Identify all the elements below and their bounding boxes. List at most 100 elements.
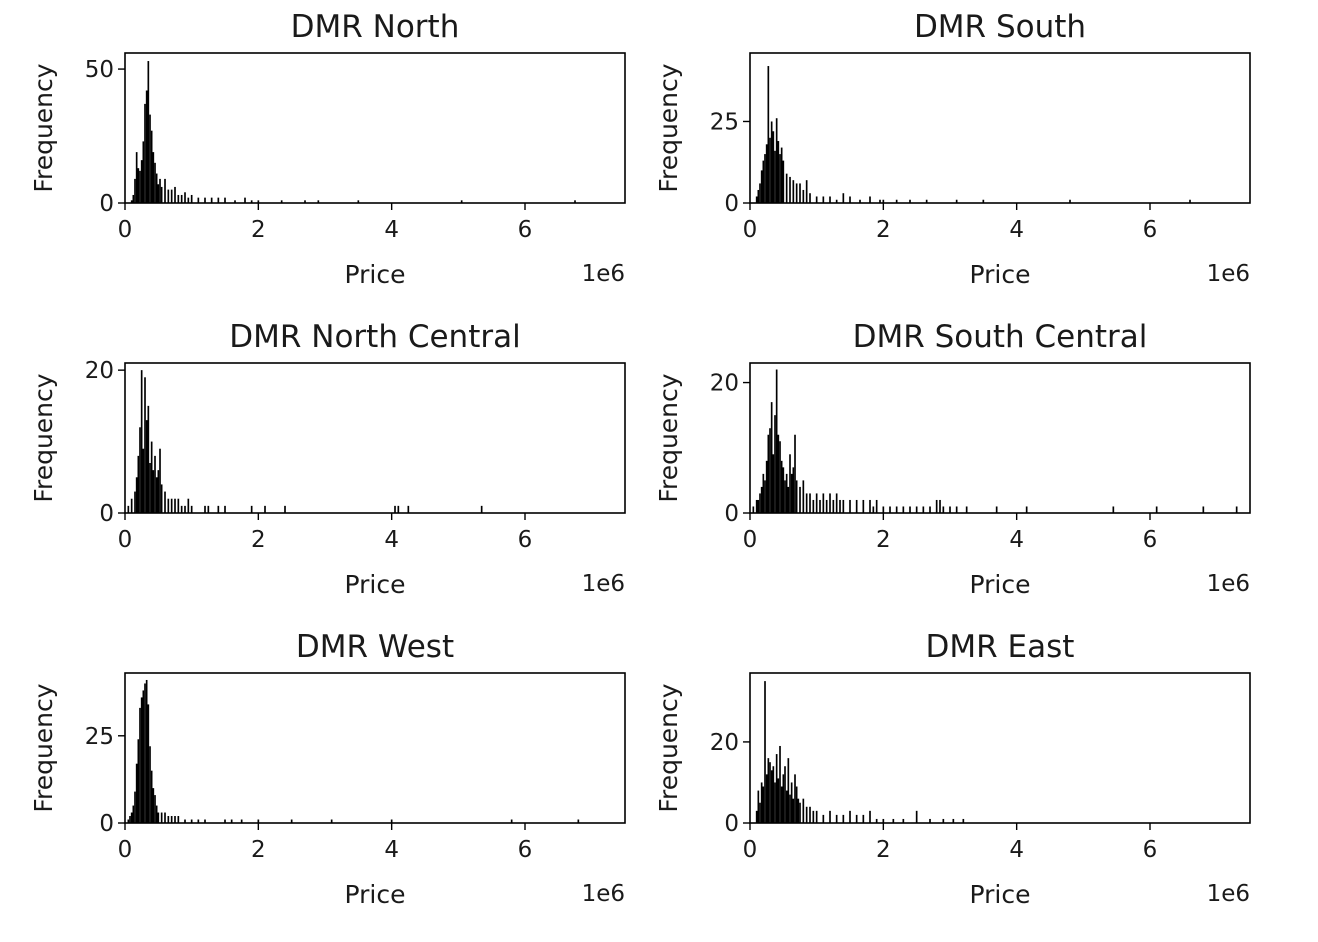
histogram-bar (925, 199, 928, 203)
histogram-bar (779, 441, 781, 513)
chart-panel: 0 2 4 6 0 25 DMR West Price 1e6 Frequency (29, 629, 626, 909)
histogram-bar (147, 704, 150, 823)
x-tick-label: 4 (1009, 837, 1024, 863)
histogram-bar (909, 506, 911, 513)
x-tick-label: 0 (743, 837, 758, 863)
x-tick-label: 4 (384, 217, 399, 243)
x-tick-label: 0 (118, 217, 133, 243)
histogram-bar (770, 402, 773, 513)
x-tick-label: 6 (518, 527, 533, 553)
x-tick-label: 4 (384, 527, 399, 553)
y-tick-label: 20 (85, 358, 114, 384)
histogram-bar (140, 697, 143, 823)
histogram-bar (145, 420, 148, 513)
histogram-bar (787, 486, 790, 513)
histogram-bar (774, 150, 776, 203)
y-tick-label: 0 (724, 811, 739, 837)
histogram-bar (755, 810, 758, 823)
histogram-bar (769, 428, 771, 513)
histogram-bar (915, 506, 918, 513)
histogram-bar (140, 370, 143, 513)
y-tick-label: 20 (710, 730, 739, 756)
histogram-bar (789, 794, 791, 823)
histogram-bar (154, 162, 156, 203)
histogram-bar (780, 786, 783, 823)
histogram-bar (460, 200, 463, 203)
histogram-bar (815, 493, 818, 513)
histogram-bar (949, 506, 951, 513)
histogram-bar (780, 147, 783, 203)
x-tick-label: 2 (876, 837, 891, 863)
histogram-bar (815, 196, 818, 203)
histogram-bar (755, 196, 758, 203)
histogram-bar (390, 819, 393, 823)
histogram-bar (889, 506, 891, 513)
histogram-bar (204, 819, 206, 823)
histogram-bar (145, 90, 148, 203)
histogram-bar (394, 505, 396, 513)
histogram-bar (915, 810, 918, 823)
histogram-bar (879, 199, 881, 203)
histogram-bar (157, 184, 160, 203)
histogram-bar (799, 183, 801, 203)
histogram-bar (224, 505, 226, 513)
histogram-bar (160, 484, 163, 513)
y-axis-label: Frequency (654, 373, 683, 502)
histogram-bar (150, 130, 153, 203)
y-tick-label: 0 (99, 811, 114, 837)
histogram-bar (149, 746, 151, 823)
plot-frame (124, 52, 626, 204)
histogram-bar (777, 141, 780, 203)
x-tick-label: 4 (1009, 527, 1024, 553)
histogram-bar (152, 152, 155, 203)
plot-frame (124, 362, 626, 514)
histogram-bar (770, 121, 773, 203)
x-tick-label: 6 (1143, 837, 1158, 863)
histogram-bar (164, 812, 166, 823)
histogram-bar (812, 810, 815, 823)
histogram-bar (875, 499, 878, 513)
x-tick-label: 0 (118, 837, 133, 863)
histogram-bar (132, 805, 135, 823)
y-tick-label: 0 (99, 191, 114, 217)
histogram-bar (139, 170, 141, 203)
histogram-bar (757, 790, 760, 823)
histogram-bar (397, 505, 400, 513)
histogram-bar (784, 766, 786, 823)
histogram-bar (147, 61, 150, 203)
histogram-bar (177, 194, 180, 203)
histogram-bar (802, 189, 805, 203)
histogram-bar (244, 197, 246, 203)
x-axis-label: Price (970, 880, 1031, 909)
histogram-bar (792, 798, 795, 823)
histogram-bar (134, 178, 136, 203)
histogram-bar (779, 745, 781, 823)
chart-title: DMR South (914, 9, 1086, 45)
histogram-bar (190, 819, 193, 823)
histogram-bar (787, 758, 790, 823)
histogram-bar (799, 486, 801, 513)
histogram-bar (135, 763, 138, 823)
x-offset-label: 1e6 (1207, 571, 1250, 597)
histogram-bar (170, 189, 173, 203)
histogram-bar (784, 480, 786, 513)
histogram-bar (892, 818, 895, 823)
histogram-bar (794, 774, 796, 823)
x-tick-label: 6 (518, 217, 533, 243)
histogram-bar (842, 499, 845, 513)
histogram-bar (769, 137, 771, 203)
histogram-bar (752, 506, 755, 513)
y-axis-label: Frequency (654, 683, 683, 812)
histogram-bar (780, 460, 783, 513)
histogram-bar (317, 200, 320, 203)
x-tick-label: 2 (251, 527, 266, 553)
histogram-bar (842, 814, 845, 823)
histogram-bar (790, 473, 793, 513)
histogram-bar (155, 173, 158, 203)
histogram-bar (137, 168, 140, 203)
x-offset-label: 1e6 (582, 571, 625, 597)
histogram-bar (510, 819, 513, 823)
histogram-bar (782, 160, 785, 203)
histogram-bar (767, 758, 770, 823)
histogram-bar (965, 506, 968, 513)
